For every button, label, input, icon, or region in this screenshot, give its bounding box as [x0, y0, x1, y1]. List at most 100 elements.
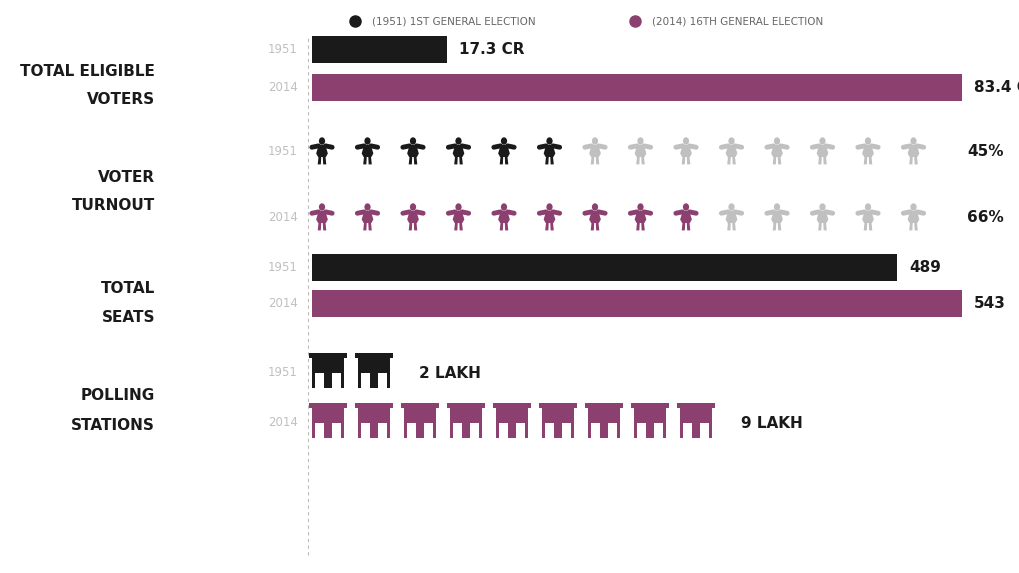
Text: 83.4 CR: 83.4 CR [974, 80, 1019, 95]
FancyBboxPatch shape [358, 408, 390, 438]
FancyBboxPatch shape [312, 36, 447, 63]
Polygon shape [504, 223, 508, 230]
Polygon shape [550, 157, 553, 164]
Polygon shape [362, 211, 373, 223]
Polygon shape [636, 223, 640, 230]
FancyBboxPatch shape [378, 373, 387, 388]
Ellipse shape [592, 138, 598, 145]
Ellipse shape [410, 138, 416, 145]
Polygon shape [908, 145, 919, 157]
FancyBboxPatch shape [450, 408, 482, 438]
FancyBboxPatch shape [315, 423, 323, 438]
Polygon shape [680, 145, 692, 157]
Polygon shape [589, 211, 601, 223]
FancyBboxPatch shape [496, 408, 528, 438]
FancyBboxPatch shape [517, 423, 525, 438]
Polygon shape [641, 223, 645, 230]
FancyBboxPatch shape [680, 408, 712, 438]
FancyBboxPatch shape [404, 408, 436, 438]
Polygon shape [728, 223, 731, 230]
FancyBboxPatch shape [499, 423, 507, 438]
Ellipse shape [501, 203, 507, 211]
FancyBboxPatch shape [493, 403, 531, 408]
Polygon shape [682, 223, 685, 230]
Polygon shape [414, 223, 418, 230]
Polygon shape [908, 211, 919, 223]
Text: TOTAL: TOTAL [101, 281, 155, 296]
Ellipse shape [683, 138, 689, 145]
Polygon shape [733, 157, 736, 164]
Polygon shape [869, 223, 872, 230]
Polygon shape [914, 157, 918, 164]
Polygon shape [726, 211, 738, 223]
Polygon shape [318, 223, 321, 230]
Polygon shape [316, 145, 328, 157]
Ellipse shape [683, 203, 689, 211]
Polygon shape [728, 157, 731, 164]
Polygon shape [823, 157, 826, 164]
Text: 66%: 66% [967, 210, 1004, 225]
FancyBboxPatch shape [700, 423, 709, 438]
FancyBboxPatch shape [361, 423, 370, 438]
FancyBboxPatch shape [452, 423, 462, 438]
Polygon shape [914, 223, 918, 230]
Text: 9 LAKH: 9 LAKH [741, 415, 803, 430]
Ellipse shape [455, 203, 462, 211]
Polygon shape [777, 157, 782, 164]
Polygon shape [777, 223, 782, 230]
FancyBboxPatch shape [361, 373, 370, 388]
Polygon shape [909, 223, 913, 230]
Text: 17.3 CR: 17.3 CR [459, 42, 525, 57]
Polygon shape [504, 157, 508, 164]
FancyBboxPatch shape [586, 403, 623, 408]
FancyBboxPatch shape [378, 423, 387, 438]
Text: 2014: 2014 [268, 211, 298, 223]
FancyBboxPatch shape [562, 423, 571, 438]
Polygon shape [460, 157, 463, 164]
Ellipse shape [729, 138, 735, 145]
FancyBboxPatch shape [683, 423, 692, 438]
Polygon shape [409, 223, 413, 230]
Polygon shape [452, 211, 465, 223]
Ellipse shape [592, 203, 598, 211]
Text: 2014: 2014 [268, 297, 298, 310]
Polygon shape [589, 145, 601, 157]
Ellipse shape [319, 138, 325, 145]
Polygon shape [591, 157, 594, 164]
FancyBboxPatch shape [588, 408, 620, 438]
Ellipse shape [865, 138, 871, 145]
FancyBboxPatch shape [312, 74, 962, 101]
Ellipse shape [910, 138, 917, 145]
FancyBboxPatch shape [332, 373, 341, 388]
FancyBboxPatch shape [539, 403, 577, 408]
FancyBboxPatch shape [401, 403, 438, 408]
Polygon shape [454, 157, 458, 164]
Text: 1951: 1951 [268, 144, 298, 158]
Polygon shape [687, 157, 690, 164]
Text: STATIONS: STATIONS [71, 418, 155, 433]
Ellipse shape [819, 138, 825, 145]
FancyBboxPatch shape [637, 423, 645, 438]
Polygon shape [909, 157, 913, 164]
Polygon shape [544, 145, 555, 157]
Polygon shape [772, 157, 776, 164]
Polygon shape [408, 211, 419, 223]
Polygon shape [318, 157, 321, 164]
Ellipse shape [910, 203, 917, 211]
FancyBboxPatch shape [407, 423, 416, 438]
Text: 2014: 2014 [268, 81, 298, 94]
FancyBboxPatch shape [447, 403, 485, 408]
Text: 1951: 1951 [268, 261, 298, 274]
FancyBboxPatch shape [312, 408, 344, 438]
FancyBboxPatch shape [310, 352, 346, 358]
FancyBboxPatch shape [310, 403, 346, 408]
Text: SEATS: SEATS [102, 309, 155, 324]
Text: 543: 543 [974, 296, 1006, 311]
Polygon shape [368, 223, 372, 230]
Polygon shape [545, 223, 548, 230]
FancyBboxPatch shape [358, 358, 390, 388]
Polygon shape [363, 223, 367, 230]
FancyBboxPatch shape [632, 403, 668, 408]
Polygon shape [596, 223, 599, 230]
Polygon shape [772, 223, 776, 230]
